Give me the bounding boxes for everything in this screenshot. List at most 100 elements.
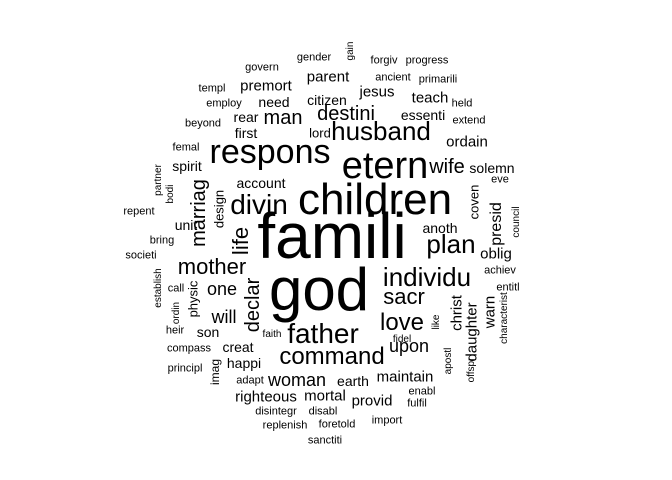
word-sanctiti: sanctiti: [307, 434, 343, 447]
word-enabl: enabl: [408, 385, 436, 398]
word-one: one: [206, 279, 238, 299]
word-son: son: [196, 324, 220, 340]
word-offspr: offspr: [466, 357, 477, 383]
word-principl: principl: [167, 362, 203, 375]
word-disintegr: disintegr: [255, 405, 297, 418]
word-woman: woman: [267, 370, 327, 390]
word-call: call: [167, 282, 185, 295]
word-extend: extend: [452, 114, 486, 127]
word-lord: lord: [309, 125, 331, 141]
word-destini: destini: [317, 103, 375, 125]
word-achiev: achiev: [484, 264, 516, 277]
word-ordain: ordain: [446, 133, 488, 151]
word-employ: employ: [206, 97, 242, 110]
word-disabl: disabl: [308, 405, 338, 418]
word-foretold: foretold: [318, 418, 356, 431]
word-earth: earth: [337, 373, 369, 389]
word-beyond: beyond: [184, 117, 222, 130]
word-unit: unit: [174, 217, 198, 233]
word-solemn: solemn: [469, 160, 515, 176]
word-creat: creat: [222, 339, 254, 355]
word-righteous: righteous: [235, 388, 297, 406]
word-god: god: [268, 256, 370, 323]
word-anoth: anoth: [422, 220, 458, 236]
word-eve: eve: [491, 173, 509, 186]
word-etern: etern: [341, 145, 429, 187]
word-provid: provid: [351, 392, 393, 410]
word-spirit: spirit: [172, 158, 202, 174]
word-replenish: replenish: [262, 419, 308, 432]
word-premort: premort: [240, 77, 292, 95]
word-heir: heir: [165, 324, 185, 337]
word-father: father: [287, 318, 359, 349]
word-ordin: ordin: [171, 301, 182, 325]
word-rear: rear: [233, 109, 259, 125]
word-coven: coven: [466, 184, 482, 220]
word-mortal: mortal: [304, 387, 346, 405]
word-command: command: [279, 343, 385, 370]
word-respons: respons: [209, 133, 331, 171]
word-imag: imag: [208, 358, 222, 386]
word-bring: bring: [149, 234, 175, 247]
word-plan: plan: [426, 229, 476, 259]
word-characterist: characterist: [499, 292, 510, 344]
word-import: import: [371, 414, 403, 427]
word-upon: upon: [388, 336, 430, 356]
word-essenti: essenti: [400, 107, 446, 123]
word-primarili: primarili: [418, 73, 458, 86]
word-progress: progress: [405, 54, 449, 67]
word-divin: divin: [230, 189, 288, 220]
word-govern: govern: [245, 61, 279, 74]
word-oblig: oblig: [480, 245, 512, 263]
word-design: design: [211, 189, 227, 229]
word-faith: faith: [262, 329, 282, 340]
word-christ: christ: [448, 295, 466, 331]
word-templ: templ: [198, 82, 226, 95]
word-held: held: [451, 97, 473, 110]
word-societi: societi: [125, 249, 157, 262]
word-presid: presid: [488, 202, 505, 246]
word-apostl: apostl: [443, 347, 454, 375]
word-maintain: maintain: [376, 368, 434, 386]
word-establish: establish: [153, 268, 164, 308]
word-repent: repent: [123, 205, 155, 218]
word-physic: physic: [185, 280, 201, 318]
word-individu: individu: [382, 262, 472, 292]
word-warn: warn: [481, 295, 499, 329]
word-declar: declar: [242, 277, 264, 333]
word-femal: femal: [172, 141, 200, 154]
word-first: first: [234, 125, 258, 141]
word-happi: happi: [226, 355, 262, 371]
word-children: children: [297, 175, 453, 224]
word-gain: gain: [345, 41, 356, 61]
word-fulfil: fulfil: [407, 397, 427, 410]
word-husband: husband: [331, 116, 431, 146]
word-entitl: entitl: [496, 281, 520, 294]
word-mother: mother: [177, 254, 247, 279]
word-parent: parent: [306, 68, 350, 86]
word-will: will: [211, 307, 237, 327]
word-ancient: ancient: [375, 71, 411, 84]
word-life: life: [228, 226, 253, 256]
word-bodi: bodi: [165, 184, 176, 204]
word-forgiv: forgiv: [370, 54, 398, 67]
word-gender: gender: [296, 51, 332, 64]
word-love: love: [379, 309, 425, 336]
word-famili: famili: [257, 200, 407, 272]
word-jesus: jesus: [359, 83, 395, 101]
word-need: need: [258, 94, 290, 110]
word-council: council: [511, 206, 522, 238]
word-marriag: marriag: [188, 179, 210, 247]
word-fidel: fidel: [392, 334, 412, 345]
word-teach: teach: [411, 89, 449, 107]
word-partner: partner: [153, 164, 164, 196]
word-daughter: daughter: [463, 302, 481, 362]
word-compass: compass: [166, 342, 212, 355]
word-man: man: [263, 107, 303, 129]
word-wife: wife: [429, 156, 465, 178]
word-citizen: citizen: [307, 92, 347, 108]
word-account: account: [236, 175, 286, 191]
word-like: like: [431, 314, 442, 330]
word-sacr: sacr: [383, 284, 425, 309]
